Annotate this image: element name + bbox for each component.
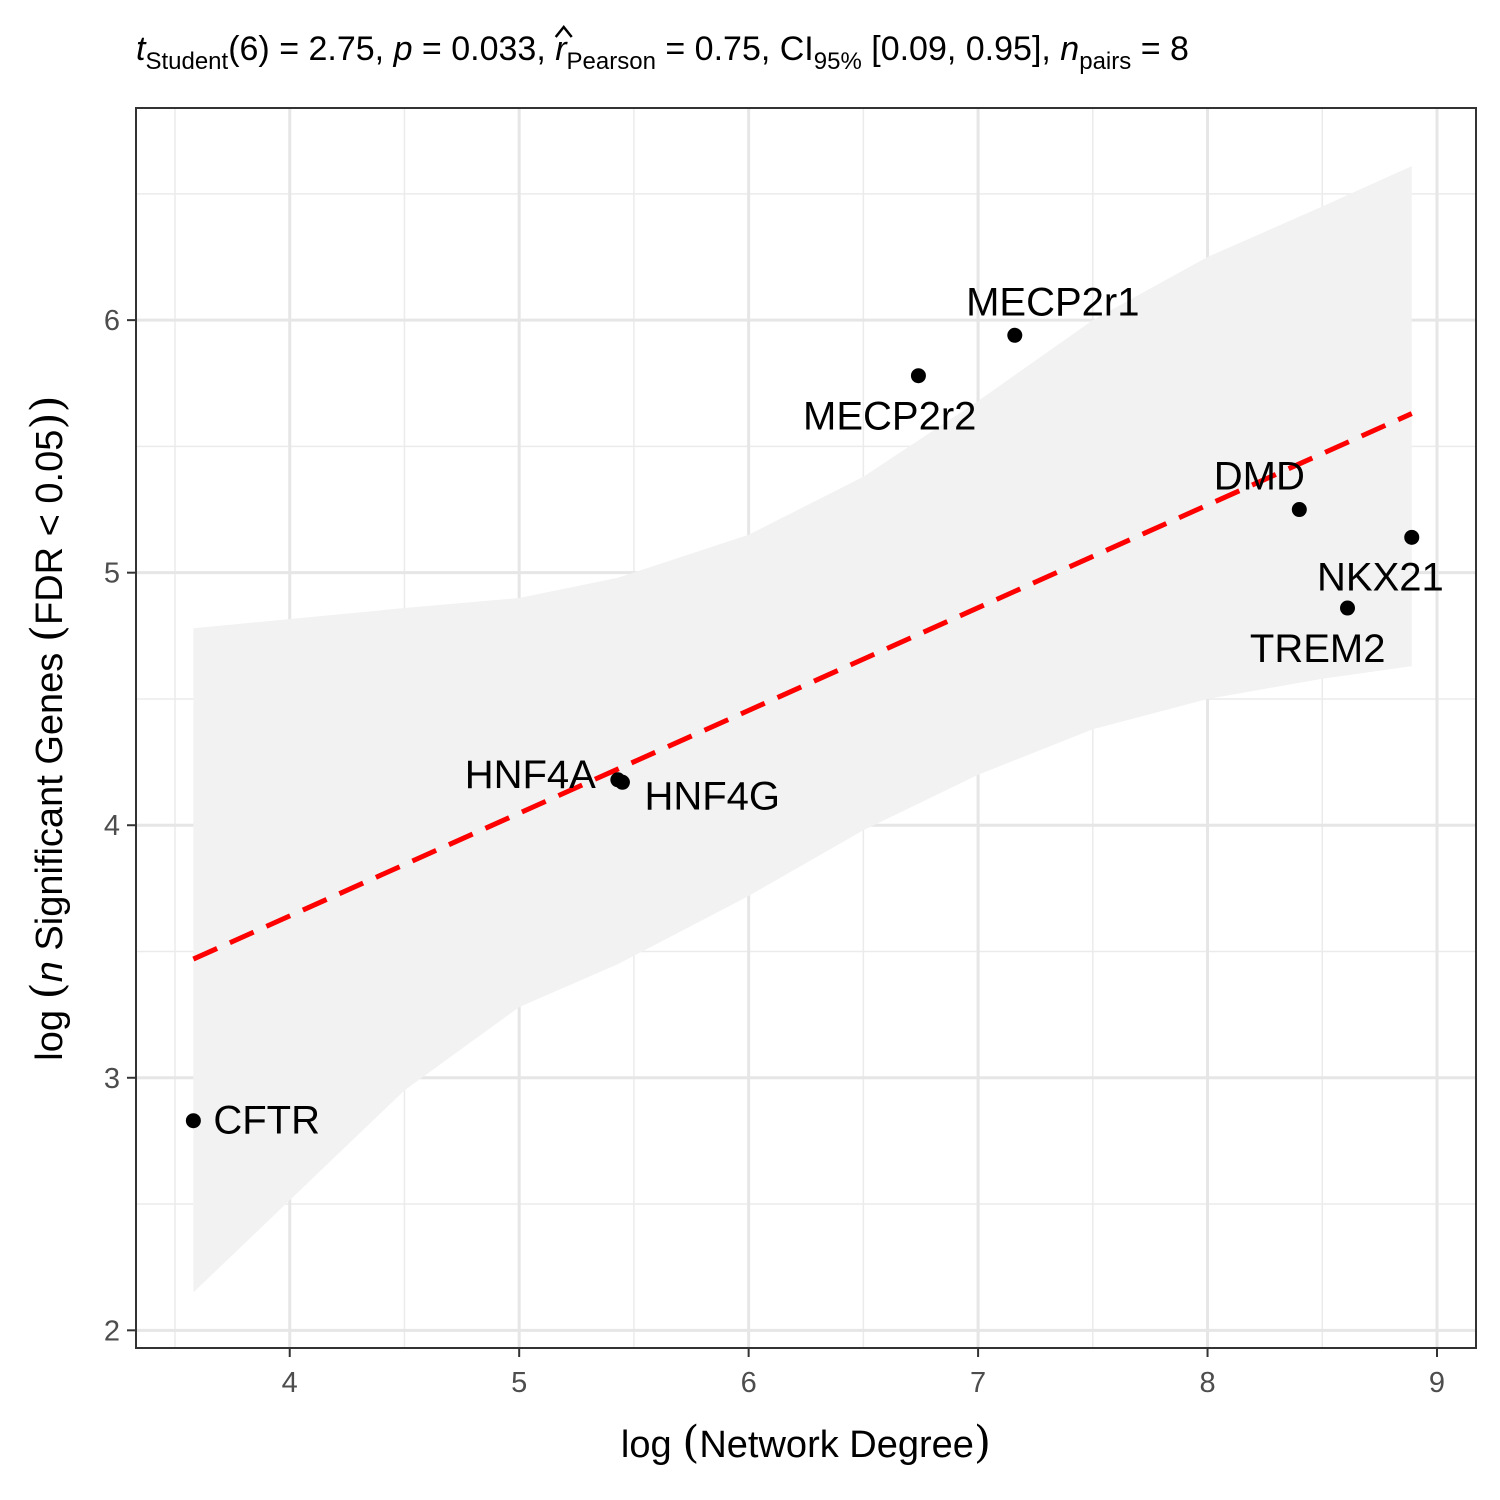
- y-axis-title-text: Significant Genes: [29, 642, 71, 961]
- x-tick-label: 6: [741, 1367, 757, 1399]
- title-ci-sub: 95%: [814, 48, 862, 75]
- point-label-mecp2r1: MECP2r1: [966, 280, 1139, 324]
- title-r-value: = 0.75, CI: [656, 30, 814, 68]
- title-n-sub: pairs: [1079, 48, 1131, 75]
- panel-border: [135, 107, 1477, 1349]
- title-t-sub: Student: [145, 48, 228, 75]
- point-hnf4g: [614, 774, 630, 790]
- point-label-cftr: CFTR: [213, 1099, 320, 1143]
- y-axis-title-paren-open: (: [22, 982, 73, 999]
- point-dmd: [1291, 502, 1307, 518]
- x-axis-title-paren-close: ): [974, 1417, 991, 1468]
- title-n-symbol: n: [1060, 30, 1079, 68]
- point-label-dmd: DMD: [1214, 455, 1305, 499]
- y-axis-title-log: log: [29, 999, 71, 1060]
- x-axis-title-text: Network Degree: [699, 1424, 974, 1466]
- point-nkx21: [1404, 529, 1420, 545]
- point-label-nkx21: NKX21: [1317, 555, 1444, 599]
- title-r-symbol: r: [555, 30, 568, 68]
- y-tick-label: 3: [104, 1063, 120, 1095]
- y-axis-title: log (n Significant Genes (FDR < 0.05)): [22, 395, 73, 1060]
- y-tick-label: 5: [104, 558, 120, 590]
- r-hat-mark: [554, 24, 573, 38]
- x-axis-title-paren-open: (: [682, 1417, 699, 1468]
- title-t-symbol: t: [136, 30, 147, 68]
- point-cftr: [185, 1113, 201, 1129]
- title-ci-value: [0.09, 0.95],: [862, 30, 1060, 68]
- y-axis-title-paren-close: ): [22, 395, 73, 412]
- title-p-value: = 0.033,: [412, 30, 555, 68]
- x-tick-label: 4: [282, 1367, 298, 1399]
- y-tick-label: 4: [104, 810, 120, 842]
- x-axis-title: log (Network Degree): [621, 1417, 991, 1468]
- x-tick-label: 5: [511, 1367, 527, 1399]
- x-axis-title-log: log: [621, 1424, 682, 1466]
- point-labels: CFTR HNF4A HNF4G MECP2r2 MECP2r1 DMD NKX21 TREM…: [213, 280, 1443, 1142]
- y-axis-title-inner-close: ): [22, 412, 73, 429]
- title-r-sub: Pearson: [567, 48, 656, 75]
- point-mecp2r1: [1007, 327, 1023, 343]
- y-tick-label: 6: [104, 305, 120, 337]
- confidence-band: [193, 166, 1412, 1293]
- regression-line: [192, 411, 1413, 962]
- plot-panel: CFTR HNF4A HNF4G MECP2r2 MECP2r1 DMD NKX21 TREM…: [135, 107, 1477, 1349]
- point-mecp2r2: [910, 368, 926, 384]
- point-trem2: [1340, 600, 1356, 616]
- x-tick-label: 8: [1199, 1367, 1215, 1399]
- point-label-mecp2r2: MECP2r2: [803, 395, 976, 439]
- y-axis-title-inner-open: (: [22, 625, 73, 642]
- point-label-hnf4g: HNF4G: [644, 774, 780, 818]
- y-axis-title-n: n: [29, 961, 71, 982]
- point-label-trem2: TREM2: [1250, 627, 1386, 671]
- title-p-symbol: p: [393, 30, 413, 68]
- data-points: [185, 327, 1420, 1129]
- x-tick-label: 7: [970, 1367, 986, 1399]
- title-t-value: (6) = 2.75,: [228, 30, 393, 68]
- x-tick-label: 9: [1429, 1367, 1445, 1399]
- chart-title: tStudent(6) = 2.75, p = 0.033, rPearson …: [136, 30, 1189, 75]
- point-label-hnf4a: HNF4A: [465, 753, 596, 797]
- y-axis-ticks: 2 3 4 5 6: [104, 305, 135, 1347]
- title-n-value: = 8: [1131, 30, 1189, 68]
- x-axis-ticks: 4 5 6 7 8 9: [282, 1349, 1445, 1399]
- y-axis-title-inner-text: FDR < 0.05: [29, 430, 71, 625]
- y-tick-label: 2: [104, 1315, 120, 1347]
